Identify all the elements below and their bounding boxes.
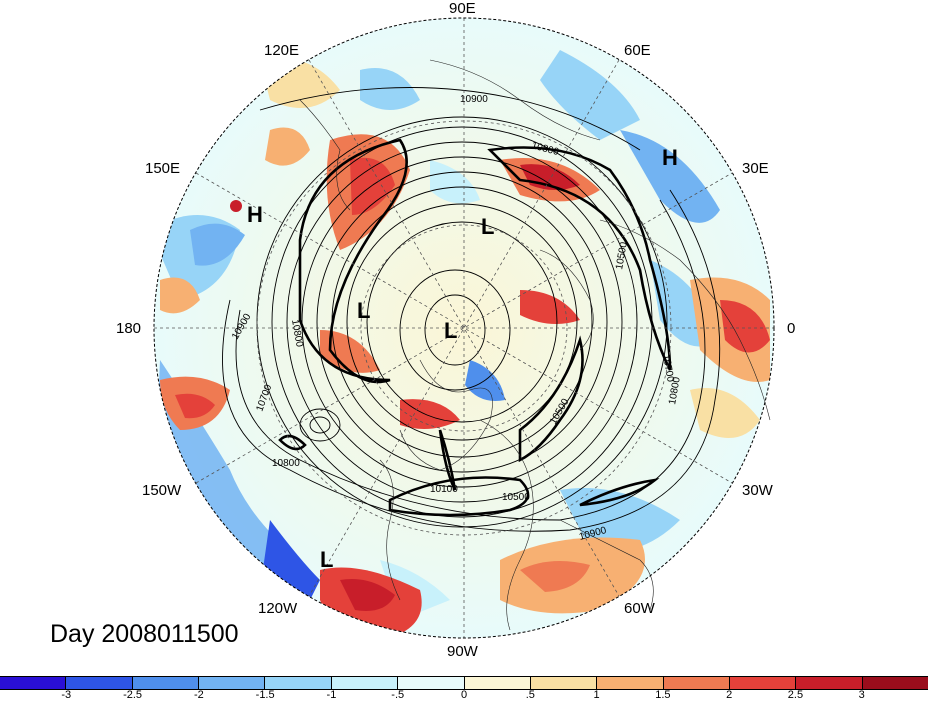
- high-center-label: H: [247, 202, 263, 227]
- lon-label-0: 0: [787, 320, 796, 337]
- colorbar-swatch: [795, 677, 862, 689]
- colorbar-swatch: [662, 677, 729, 689]
- lon-label-120e: 120E: [264, 42, 300, 59]
- colorbar-swatch: [596, 677, 663, 689]
- colorbar-tick-label: 2.5: [787, 689, 804, 701]
- colorbar-swatch: [397, 677, 464, 689]
- colorbar-swatch: [861, 677, 928, 689]
- low-center-label: L: [357, 298, 371, 323]
- high-center-label: H: [662, 145, 678, 170]
- coastlines: [299, 59, 771, 631]
- colorbar-tick-label: -1.5: [255, 689, 275, 701]
- colorbar-swatch: [131, 677, 199, 689]
- colorbar-swatch: [0, 677, 66, 689]
- colorbar-swatch: [264, 677, 331, 689]
- graticule: [154, 18, 774, 638]
- lon-label-120w: 120W: [258, 600, 298, 617]
- colorbar-swatch: [728, 677, 796, 689]
- lon-label-30e: 30E: [742, 160, 769, 177]
- low-center-label: L: [481, 214, 495, 239]
- lon-label-150e: 150E: [145, 160, 181, 177]
- contour-label: 10800: [272, 458, 300, 469]
- contour-label: 10100: [430, 484, 458, 495]
- colorbar-tick-label: -.5: [391, 689, 405, 701]
- colorbar-tick-label: .5: [525, 689, 535, 701]
- colorbar-swatch: [65, 677, 132, 689]
- colorbar-tick-label: -1: [326, 689, 337, 701]
- low-center-label: L: [320, 547, 334, 572]
- anomaly-field: [154, 18, 774, 638]
- contour-label: 10800: [289, 319, 305, 349]
- colorbar-tick-label: 0: [460, 689, 468, 701]
- contour-label: 10500: [502, 492, 530, 503]
- colorbar-swatch: [198, 677, 265, 689]
- lon-label-60e: 60E: [624, 42, 651, 59]
- contour-label: 10900: [460, 94, 488, 105]
- contour-label: 10700: [660, 354, 676, 384]
- colorbar: [0, 676, 928, 690]
- lon-label-180: 180: [116, 320, 142, 337]
- low-center-label: L: [444, 318, 458, 343]
- colorbar-tick-label: -3: [61, 689, 72, 701]
- colorbar-tick-label: 1: [593, 689, 600, 701]
- date-title: Day 2008011500: [50, 620, 239, 648]
- colorbar-tick-label: -2.5: [123, 689, 143, 701]
- colorbar-tick-label: 1.5: [655, 689, 671, 701]
- colorbar-swatch: [463, 677, 530, 689]
- contour-label: 10800: [667, 376, 683, 406]
- lon-label-150w: 150W: [142, 482, 182, 499]
- jet-contours: [278, 138, 672, 517]
- lon-label-30w: 30W: [742, 482, 773, 499]
- lon-label-60w: 60W: [624, 600, 655, 617]
- lon-label-90w: 90W: [447, 643, 478, 660]
- contour-label: 10500: [614, 241, 630, 271]
- colorbar-tick-label: 2: [726, 689, 733, 701]
- lon-label-90e: 90E: [449, 0, 476, 17]
- colorbar-tick-label: 3: [858, 689, 865, 701]
- colorbar-swatch: [330, 677, 398, 689]
- colorbar-swatch: [529, 677, 597, 689]
- colorbar-tick-label: -2: [193, 689, 204, 701]
